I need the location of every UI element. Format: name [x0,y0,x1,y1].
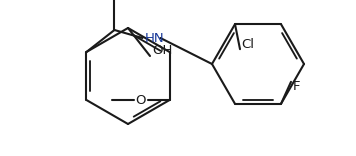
Text: Cl: Cl [241,38,254,51]
Text: HN: HN [145,32,164,44]
Text: OH: OH [152,44,172,57]
Text: F: F [293,80,300,93]
Text: O: O [135,93,146,107]
